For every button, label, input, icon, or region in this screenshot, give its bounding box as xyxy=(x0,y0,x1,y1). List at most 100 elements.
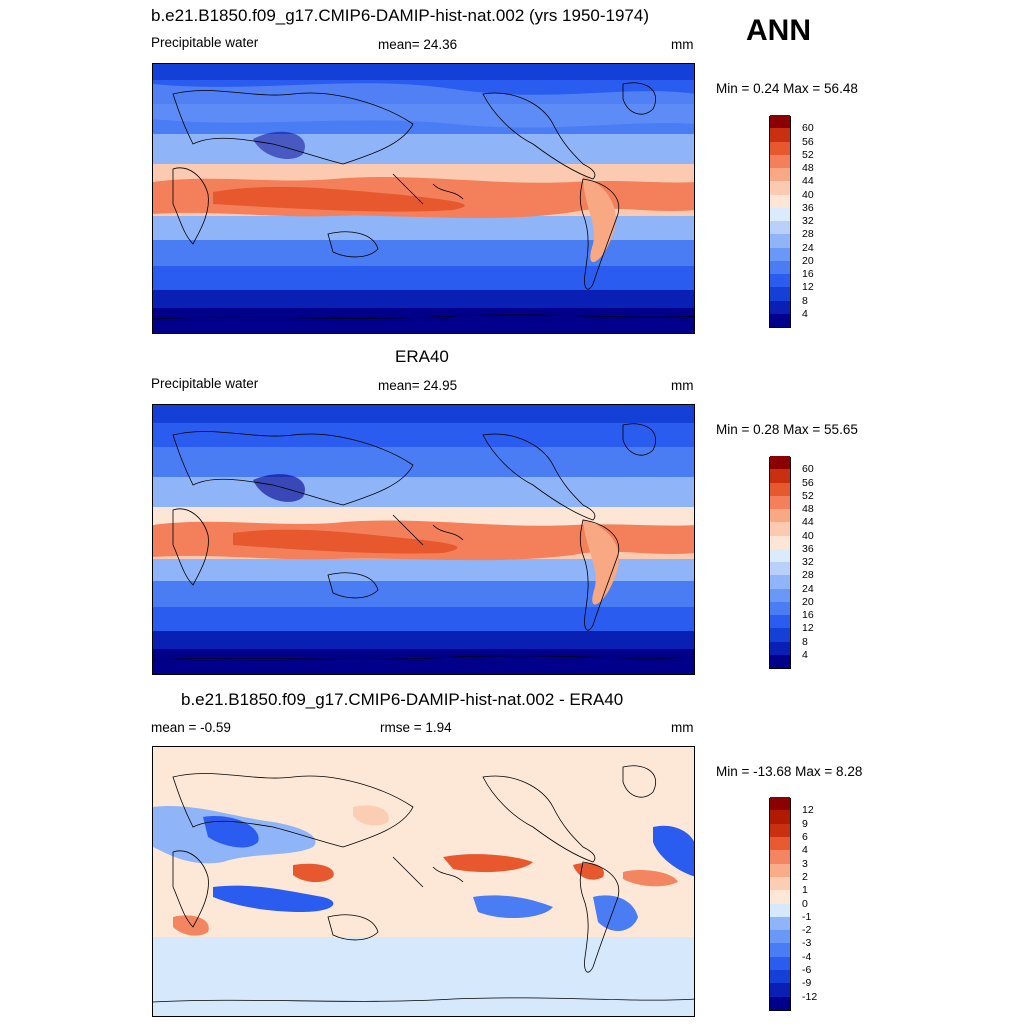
band xyxy=(203,816,259,848)
panel-3-mean-label: mean = -0.59 xyxy=(151,720,231,735)
panel-1-title: b.e21.B1850.f09_g17.CMIP6-DAMIP-hist-nat… xyxy=(151,6,649,25)
colorbar-swatch xyxy=(770,299,790,314)
colorbar-tick-label: 12 xyxy=(802,622,814,635)
colorbar-swatch xyxy=(770,587,790,602)
colorbar-swatch xyxy=(770,808,790,824)
colorbar-swatch xyxy=(770,613,790,629)
band xyxy=(153,64,694,80)
colorbar-swatch xyxy=(770,179,790,195)
colorbar-tick-label: 4 xyxy=(802,307,808,320)
colorbar-tick-label: -4 xyxy=(802,950,812,963)
colorbar-tick-label: 1 xyxy=(802,884,808,897)
colorbar-swatch xyxy=(770,114,790,129)
colorbar-tick-label: -2 xyxy=(802,924,812,937)
band xyxy=(233,529,458,554)
colorbar-swatch xyxy=(770,140,790,155)
colorbar-swatch xyxy=(770,915,790,931)
band xyxy=(153,240,694,266)
colorbar-tick-label: 32 xyxy=(802,215,814,227)
colorbar-swatch xyxy=(770,640,790,655)
colorbar-tick-label: -12 xyxy=(802,990,818,1003)
panel-3-units-label: mm xyxy=(671,720,694,735)
colorbar-swatch xyxy=(770,862,790,877)
panel-2-title: ERA40 xyxy=(395,347,449,366)
panel-2-contour-plot xyxy=(153,405,694,674)
panel-2-variable-label: Precipitable water xyxy=(151,376,259,391)
colorbar-swatch xyxy=(770,455,790,470)
band xyxy=(153,559,694,581)
colorbar-swatch xyxy=(770,981,790,997)
panel-1-variable-label: Precipitable water xyxy=(151,35,259,50)
colorbar-swatch xyxy=(770,246,790,261)
colorbar-tick-label: 0 xyxy=(802,897,808,910)
colorbar-tick-label: 52 xyxy=(802,148,814,161)
band xyxy=(583,176,616,263)
band xyxy=(623,870,678,887)
colorbar-swatch xyxy=(770,848,790,864)
colorbar-swatch xyxy=(770,941,790,957)
colorbar-tick-label: 28 xyxy=(802,228,814,241)
colorbar-swatch xyxy=(770,206,790,221)
band xyxy=(153,290,694,308)
colorbar-tick-label: 12 xyxy=(802,281,814,294)
band xyxy=(153,477,694,507)
panel-1-units-label: mm xyxy=(671,37,694,52)
panel-1-colorbar xyxy=(769,114,791,328)
colorbar-tick-label: 8 xyxy=(802,294,808,307)
panel-2-map xyxy=(152,404,695,675)
panel-2-minmax-label: Min = 0.28 Max = 55.65 xyxy=(716,422,858,437)
colorbar-swatch xyxy=(770,126,790,142)
colorbar-tick-label: -9 xyxy=(802,977,812,990)
colorbar-tick-label: 16 xyxy=(802,268,814,280)
colorbar-tick-label: 36 xyxy=(802,542,814,555)
colorbar-swatch xyxy=(770,285,790,301)
colorbar-swatch xyxy=(770,272,790,288)
panel-2-coastlines xyxy=(153,423,694,661)
colorbar-swatch xyxy=(770,835,790,851)
colorbar-swatch xyxy=(770,481,790,496)
panel-3-rmse-label: rmse = 1.94 xyxy=(380,720,452,735)
band xyxy=(153,266,694,290)
panel-3-colorbar xyxy=(769,796,791,1011)
band xyxy=(153,507,694,529)
band xyxy=(153,405,694,423)
band xyxy=(153,134,694,164)
panel-1-mean-label: mean= 24.36 xyxy=(378,37,458,52)
colorbar-tick-label: 32 xyxy=(802,556,814,568)
colorbar-tick-label: 12 xyxy=(802,804,814,817)
colorbar-tick-label: 4 xyxy=(802,648,808,661)
colorbar-tick-label: 52 xyxy=(802,489,814,502)
band xyxy=(443,854,533,873)
panel-1-coastlines xyxy=(153,82,694,320)
panel-3-coastlines xyxy=(153,765,694,1003)
colorbar-tick-label: 48 xyxy=(802,503,814,515)
panel-3-map xyxy=(152,746,695,1017)
colorbar-swatch xyxy=(770,902,790,917)
colorbar-swatch xyxy=(770,875,790,891)
colorbar-tick-label: -6 xyxy=(802,964,812,977)
colorbar-tick-label: -3 xyxy=(802,937,812,950)
colorbar-tick-label: 24 xyxy=(802,241,814,254)
season-label: ANN xyxy=(746,14,811,47)
panel-1-contour-plot xyxy=(153,64,694,333)
colorbar-swatch xyxy=(770,259,790,274)
panel-3-minmax-label: Min = -13.68 Max = 8.28 xyxy=(716,764,863,779)
colorbar-tick-label: 40 xyxy=(802,529,814,542)
band xyxy=(583,519,620,605)
colorbar-swatch xyxy=(770,166,790,182)
colorbar-tick-label: 20 xyxy=(802,595,814,608)
colorbar-tick-label: 60 xyxy=(802,463,814,476)
panel-2-mean-label: mean= 24.95 xyxy=(378,378,458,393)
colorbar-tick-label: 44 xyxy=(802,175,814,188)
colorbar-swatch xyxy=(770,494,790,509)
colorbar-swatch xyxy=(770,573,790,589)
colorbar-tick-label: 44 xyxy=(802,516,814,529)
colorbar-tick-label: 28 xyxy=(802,569,814,582)
colorbar-tick-label: 8 xyxy=(802,635,808,648)
colorbar-swatch xyxy=(770,928,790,944)
colorbar-swatch xyxy=(770,626,790,642)
colorbar-swatch xyxy=(770,312,790,327)
colorbar-tick-label: 2 xyxy=(802,870,808,883)
colorbar-swatch xyxy=(770,560,790,576)
band xyxy=(153,581,694,607)
